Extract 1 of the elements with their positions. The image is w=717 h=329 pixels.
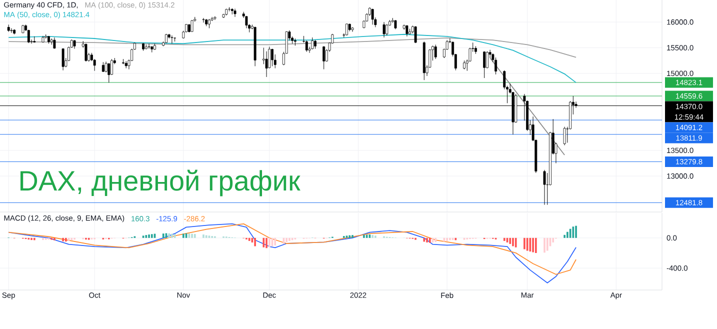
annotation: DAX, дневной график: [20, 170, 300, 196]
